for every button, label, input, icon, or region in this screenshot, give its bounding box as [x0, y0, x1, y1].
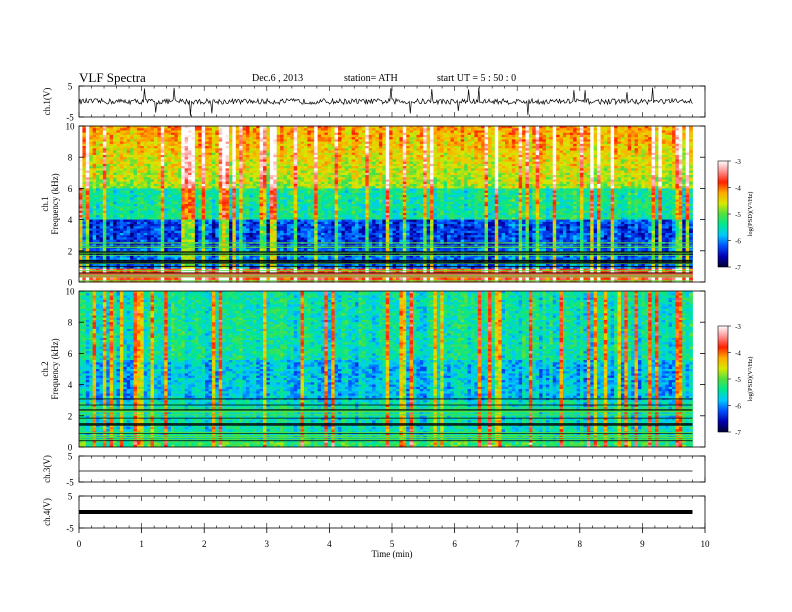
vlf-figure: 5-5ch.1(V)0246810ch.1 Frequency (kHz)-3-4… [0, 0, 792, 612]
